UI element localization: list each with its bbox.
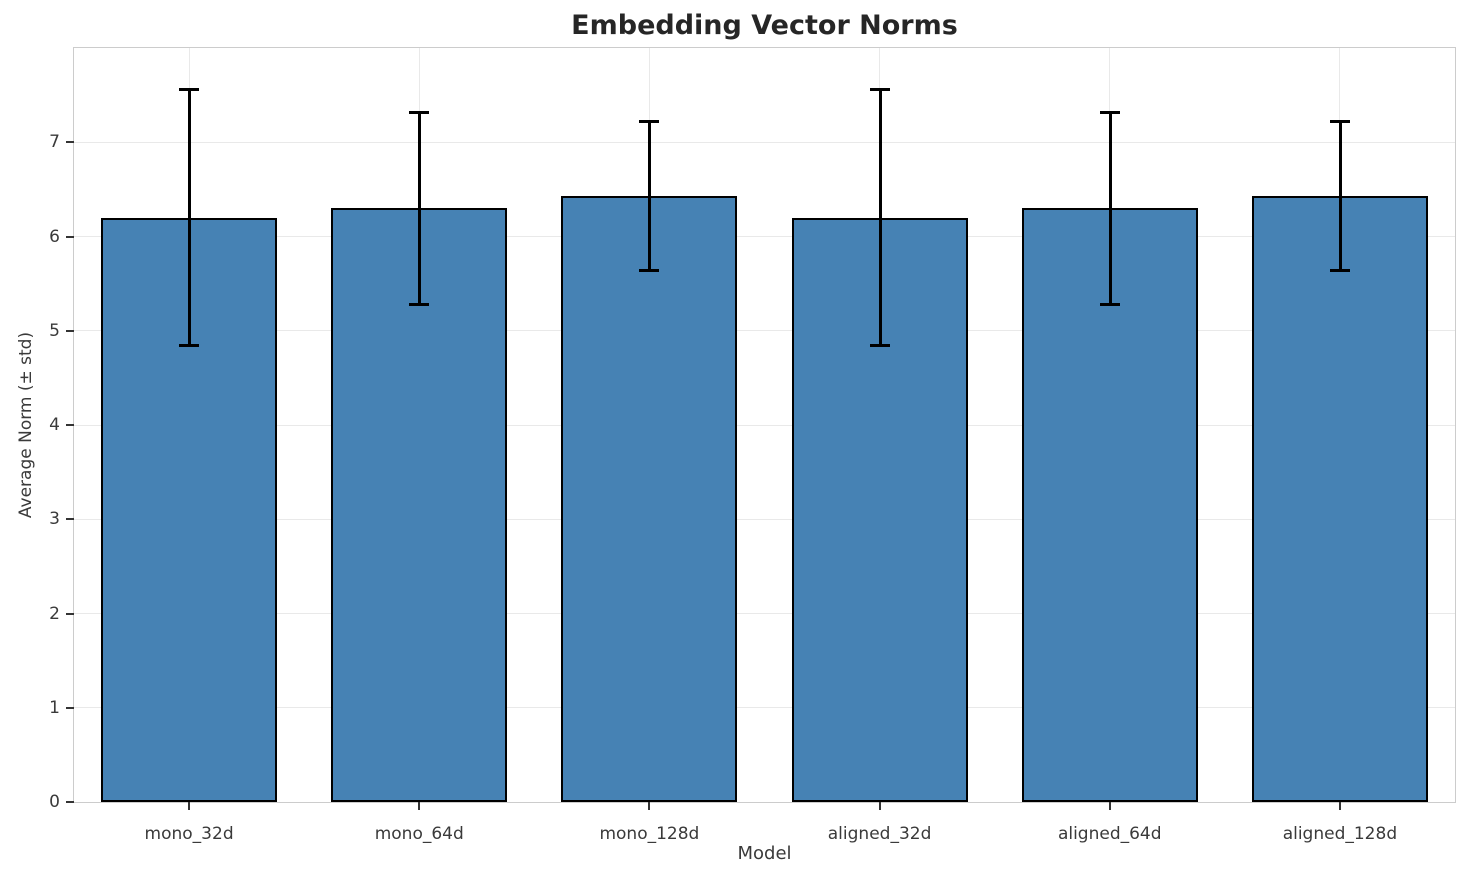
y-tick-mark bbox=[66, 706, 74, 709]
y-gridline bbox=[74, 613, 1455, 614]
x-tick-mark bbox=[188, 802, 191, 810]
x-axis-label: Model bbox=[737, 843, 792, 864]
errorbar-cap-top-mono_32d bbox=[179, 87, 200, 91]
errorbar-cap-bottom-mono_32d bbox=[179, 344, 200, 348]
y-tick-mark bbox=[66, 424, 74, 426]
bar-mono_64d bbox=[331, 208, 508, 802]
y-tick-label: 5 bbox=[49, 320, 60, 341]
y-tick-mark bbox=[66, 518, 74, 521]
errorbar-cap-top-aligned_128d bbox=[1329, 120, 1350, 123]
x-tick-label: aligned_32d bbox=[827, 824, 932, 844]
x-tick-label: aligned_128d bbox=[1282, 824, 1398, 844]
errorbar-cap-top-mono_128d bbox=[639, 120, 660, 123]
y-tick-label: 4 bbox=[49, 415, 60, 435]
bar-aligned_64d bbox=[1021, 208, 1198, 802]
y-tick-label: 1 bbox=[49, 697, 60, 718]
y-gridline bbox=[74, 424, 1455, 426]
y-tick-label: 3 bbox=[49, 509, 60, 530]
y-tick-mark bbox=[66, 235, 74, 238]
y-gridline bbox=[74, 518, 1455, 520]
y-tick-mark bbox=[66, 801, 74, 803]
errorbar-cap-bottom-aligned_128d bbox=[1329, 268, 1350, 272]
errorbar-aligned_32d bbox=[878, 89, 882, 346]
y-tick-label: 0 bbox=[49, 792, 60, 812]
plot-area: 0 1 2 3 4 5 6 7 mono_32d mono_64d mono_128d aligned… bbox=[49, 47, 1456, 844]
errorbar-cap-top-mono_64d bbox=[409, 110, 430, 114]
x-tick-mark bbox=[418, 802, 421, 810]
errorbar-cap-bottom-aligned_32d bbox=[869, 344, 890, 348]
chart-title: Embedding Vector Norms bbox=[571, 10, 958, 41]
errorbar-mono_128d bbox=[648, 121, 652, 271]
bar-mono_128d bbox=[561, 195, 738, 802]
x-tick-label: mono_32d bbox=[144, 824, 234, 844]
x-tick-label: mono_128d bbox=[599, 824, 700, 844]
errorbar-cap-bottom-mono_64d bbox=[409, 302, 430, 306]
x-tick-mark bbox=[1108, 802, 1111, 810]
y-tick-label: 7 bbox=[49, 132, 60, 153]
y-tick-mark bbox=[66, 612, 74, 615]
errorbar-aligned_64d bbox=[1108, 112, 1112, 305]
errorbar-cap-bottom-mono_128d bbox=[639, 268, 660, 272]
y-tick-mark bbox=[66, 141, 74, 144]
y-axis-label: Average Norm (± std) bbox=[16, 331, 36, 519]
x-tick-mark bbox=[648, 802, 651, 810]
errorbar-cap-top-aligned_32d bbox=[869, 87, 890, 91]
errorbar-mono_32d bbox=[188, 89, 192, 346]
y-gridline bbox=[74, 236, 1455, 237]
bar-aligned_128d bbox=[1251, 195, 1428, 802]
errorbar-cap-bottom-aligned_64d bbox=[1099, 302, 1120, 306]
x-tick-mark bbox=[1338, 802, 1341, 810]
y-gridline bbox=[74, 707, 1455, 709]
x-tick-mark bbox=[878, 802, 881, 810]
errorbar-cap-top-aligned_64d bbox=[1099, 110, 1120, 114]
x-tick-label: aligned_64d bbox=[1057, 824, 1162, 844]
y-tick-mark bbox=[66, 329, 74, 332]
errorbar-aligned_128d bbox=[1338, 121, 1342, 271]
y-tick-label: 2 bbox=[49, 603, 60, 624]
y-gridline bbox=[74, 141, 1455, 143]
y-tick-label: 6 bbox=[49, 226, 60, 247]
y-gridline bbox=[74, 330, 1455, 332]
errorbar-mono_64d bbox=[418, 112, 422, 305]
x-tick-label: mono_64d bbox=[374, 824, 464, 844]
